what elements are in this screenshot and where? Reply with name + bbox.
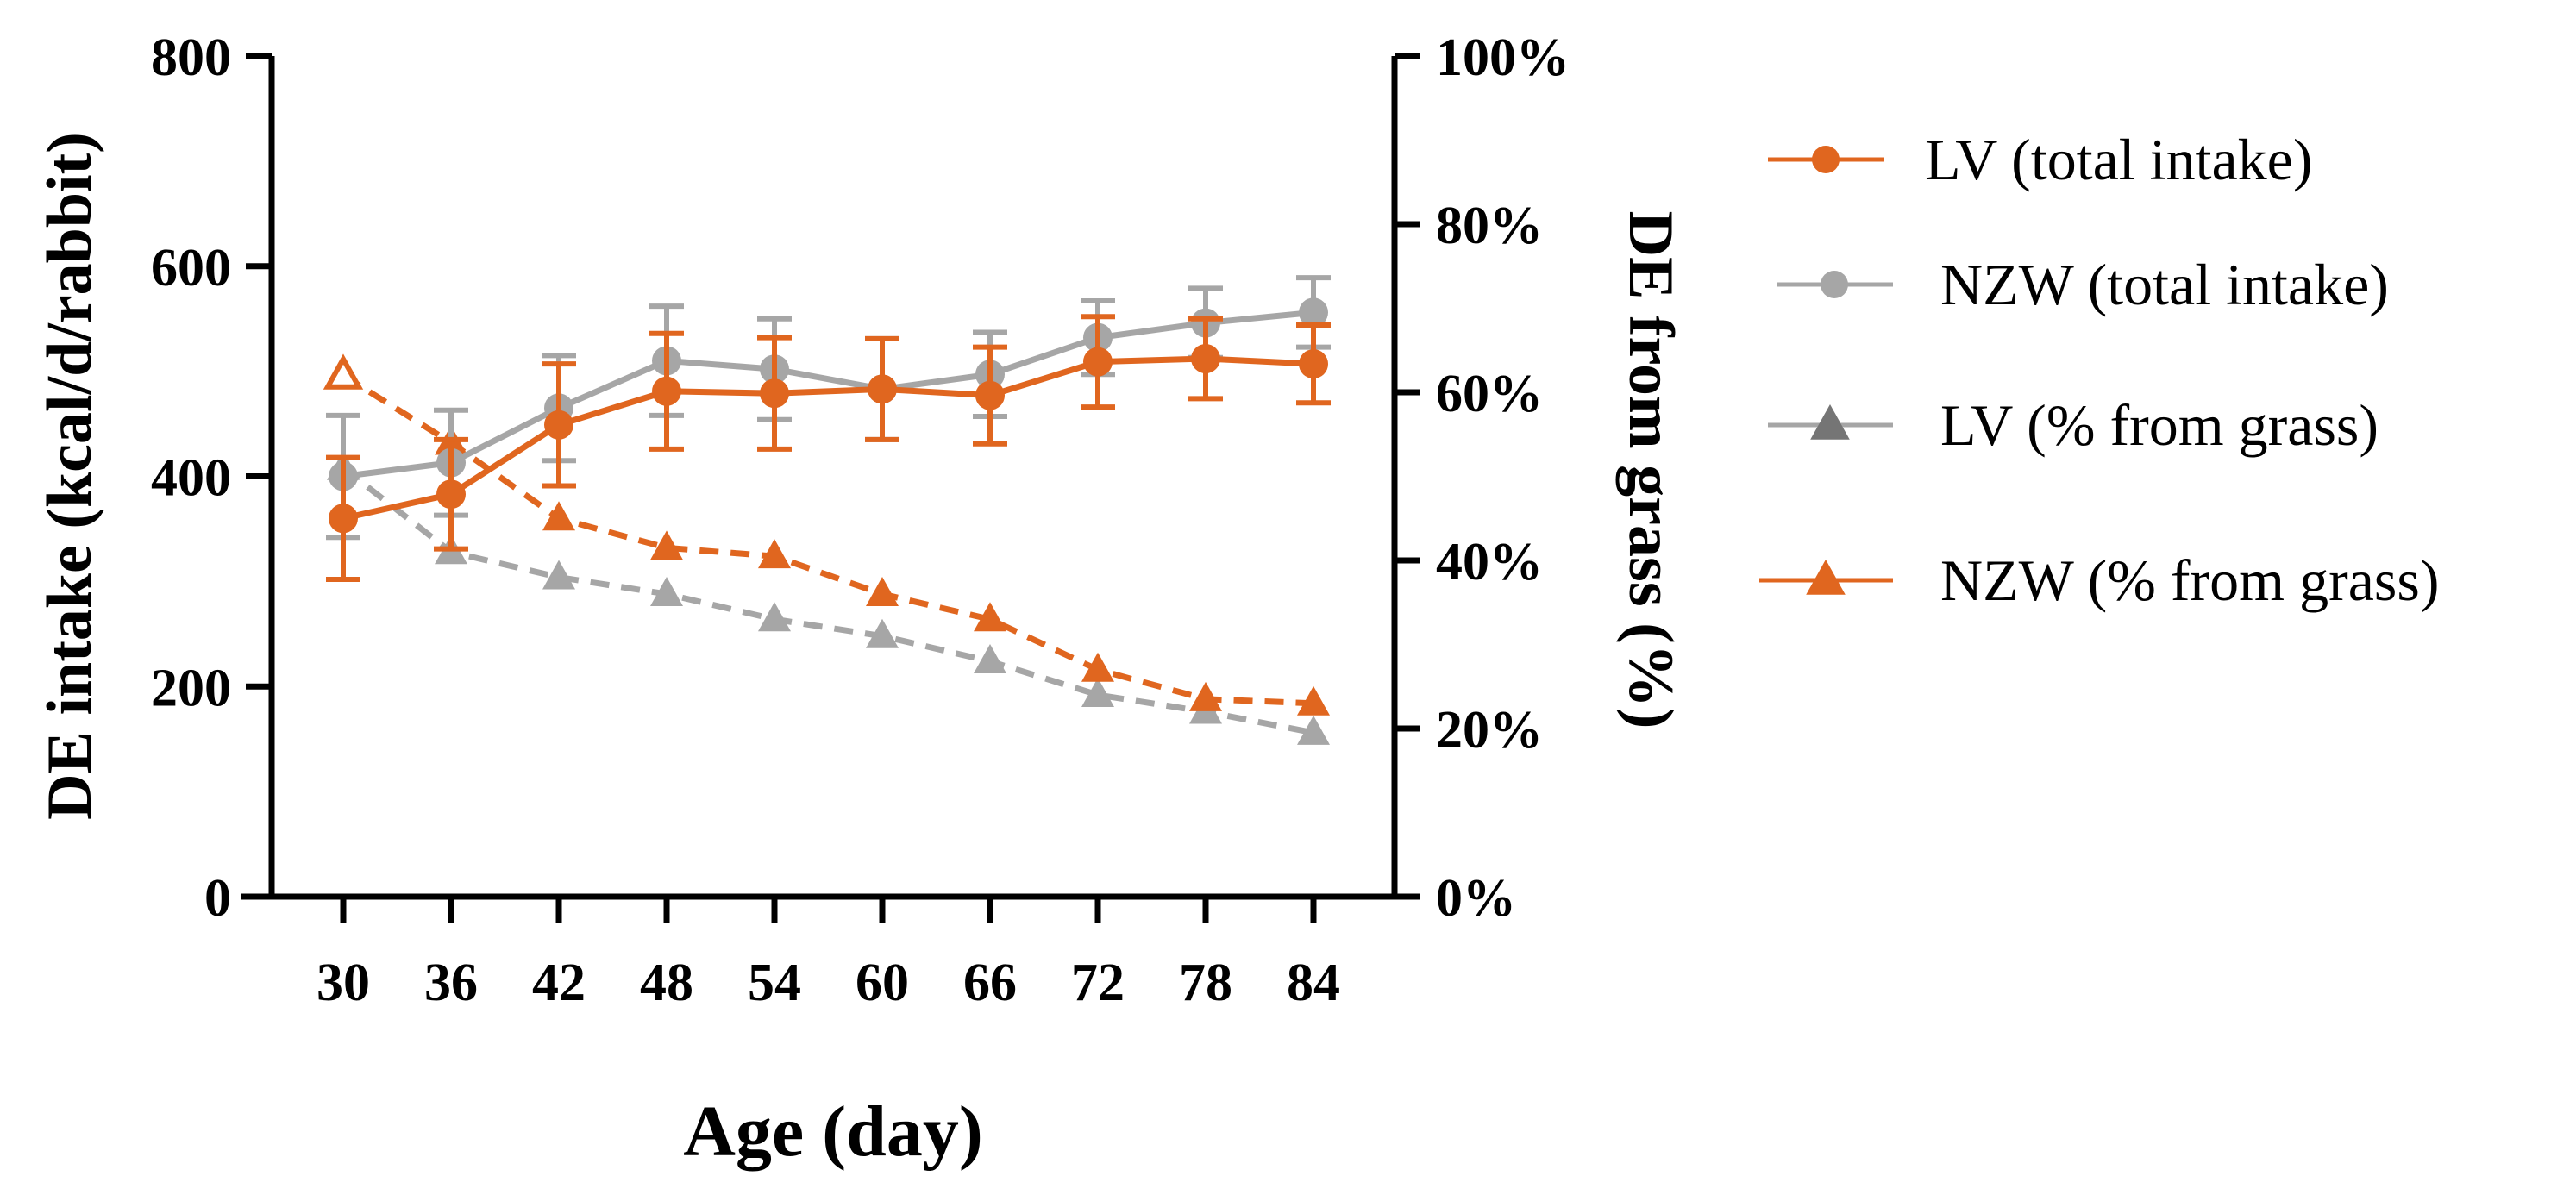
- data-point: [1297, 715, 1330, 745]
- x-tick-label: 48: [640, 954, 693, 1012]
- series-layer: [323, 275, 1331, 745]
- legend-item: LV (% from grass): [1768, 392, 2379, 458]
- series-lv-from-grass: [327, 450, 1330, 745]
- left-y-tick-label: 400: [151, 449, 231, 508]
- series-line: [342, 372, 1314, 707]
- left-y-tick-label: 0: [204, 869, 231, 928]
- legend-label: NZW (% from grass): [1940, 547, 2439, 613]
- data-point: [1083, 347, 1113, 377]
- legend-marker-triangle: [1806, 560, 1846, 595]
- legend-label: LV (total intake): [1925, 127, 2312, 192]
- x-tick-label: 78: [1179, 954, 1232, 1012]
- data-point: [1081, 652, 1114, 682]
- plot-area: 0 200 400 600 800 0% 20% 40% 60% 80% 100% 30 36 42 48 5…: [151, 28, 1570, 1012]
- right-y-tick-label: 40%: [1436, 533, 1543, 591]
- legend-label: LV (% from grass): [1940, 392, 2379, 458]
- data-point: [1191, 344, 1220, 373]
- legend-item: LV (total intake): [1768, 127, 2312, 192]
- data-point: [544, 410, 573, 440]
- y-axis-title: DE intake (kcal/d/rabbit): [34, 132, 105, 820]
- data-point: [868, 374, 897, 404]
- data-point: [652, 376, 681, 406]
- right-y-tick-label: 20%: [1436, 701, 1543, 760]
- left-y-tick-label: 800: [151, 28, 231, 87]
- data-point: [542, 560, 575, 590]
- data-point: [323, 353, 364, 390]
- data-point: [1299, 297, 1328, 328]
- legend-label: NZW (total intake): [1940, 252, 2389, 317]
- x-tick-label: 60: [856, 954, 909, 1012]
- legend-item: NZW (total intake): [1777, 252, 2389, 317]
- series-line: [342, 309, 1314, 479]
- data-point: [866, 618, 899, 648]
- series-lv-total-intake: [326, 314, 1331, 582]
- x-tick-label: 30: [317, 954, 370, 1012]
- data-point: [650, 530, 683, 560]
- legend-item: NZW (% from grass): [1759, 547, 2439, 613]
- data-point: [1189, 681, 1222, 711]
- y2-axis-title: DE from grass (%): [1615, 211, 1686, 729]
- series-line: [341, 465, 1314, 736]
- legend-marker-triangle: [1810, 404, 1850, 440]
- right-y-tick-label: 100%: [1436, 28, 1570, 87]
- series-nzw-total-intake: [326, 275, 1331, 541]
- data-point: [758, 602, 791, 632]
- legend-marker-circle: [1812, 146, 1840, 173]
- x-tick-label: 42: [532, 954, 586, 1012]
- x-tick-label: 66: [963, 954, 1017, 1012]
- legend-marker-circle: [1821, 271, 1848, 298]
- ticks: 0 200 400 600 800 0% 20% 40% 60% 80% 100% 30 36 42 48 5…: [151, 28, 1570, 1012]
- data-point: [866, 577, 899, 606]
- legend: LV (total intake) NZW (total intake) LV (%…: [1759, 127, 2439, 613]
- data-point: [436, 479, 466, 510]
- x-tick-label: 36: [424, 954, 478, 1012]
- left-y-tick-label: 600: [151, 239, 231, 297]
- data-point: [650, 577, 683, 606]
- series-line: [342, 355, 1314, 522]
- right-y-tick-label: 0%: [1436, 869, 1516, 928]
- series-nzw-from-grass: [323, 353, 1330, 716]
- data-point: [760, 378, 789, 409]
- data-point: [974, 602, 1006, 632]
- data-point: [758, 539, 791, 569]
- x-tick-label: 84: [1287, 954, 1340, 1012]
- data-point: [542, 501, 575, 531]
- data-point: [1299, 349, 1328, 379]
- x-tick-label: 54: [748, 954, 801, 1012]
- data-point: [1297, 685, 1330, 716]
- data-point: [975, 380, 1005, 410]
- right-y-tick-label: 80%: [1436, 197, 1543, 255]
- x-axis-title: Age (day): [683, 1092, 983, 1172]
- x-tick-label: 72: [1071, 954, 1125, 1012]
- right-y-tick-label: 60%: [1436, 365, 1543, 423]
- data-point: [1081, 678, 1114, 707]
- data-point: [329, 504, 358, 534]
- left-y-tick-label: 200: [151, 659, 231, 717]
- data-point: [974, 644, 1006, 673]
